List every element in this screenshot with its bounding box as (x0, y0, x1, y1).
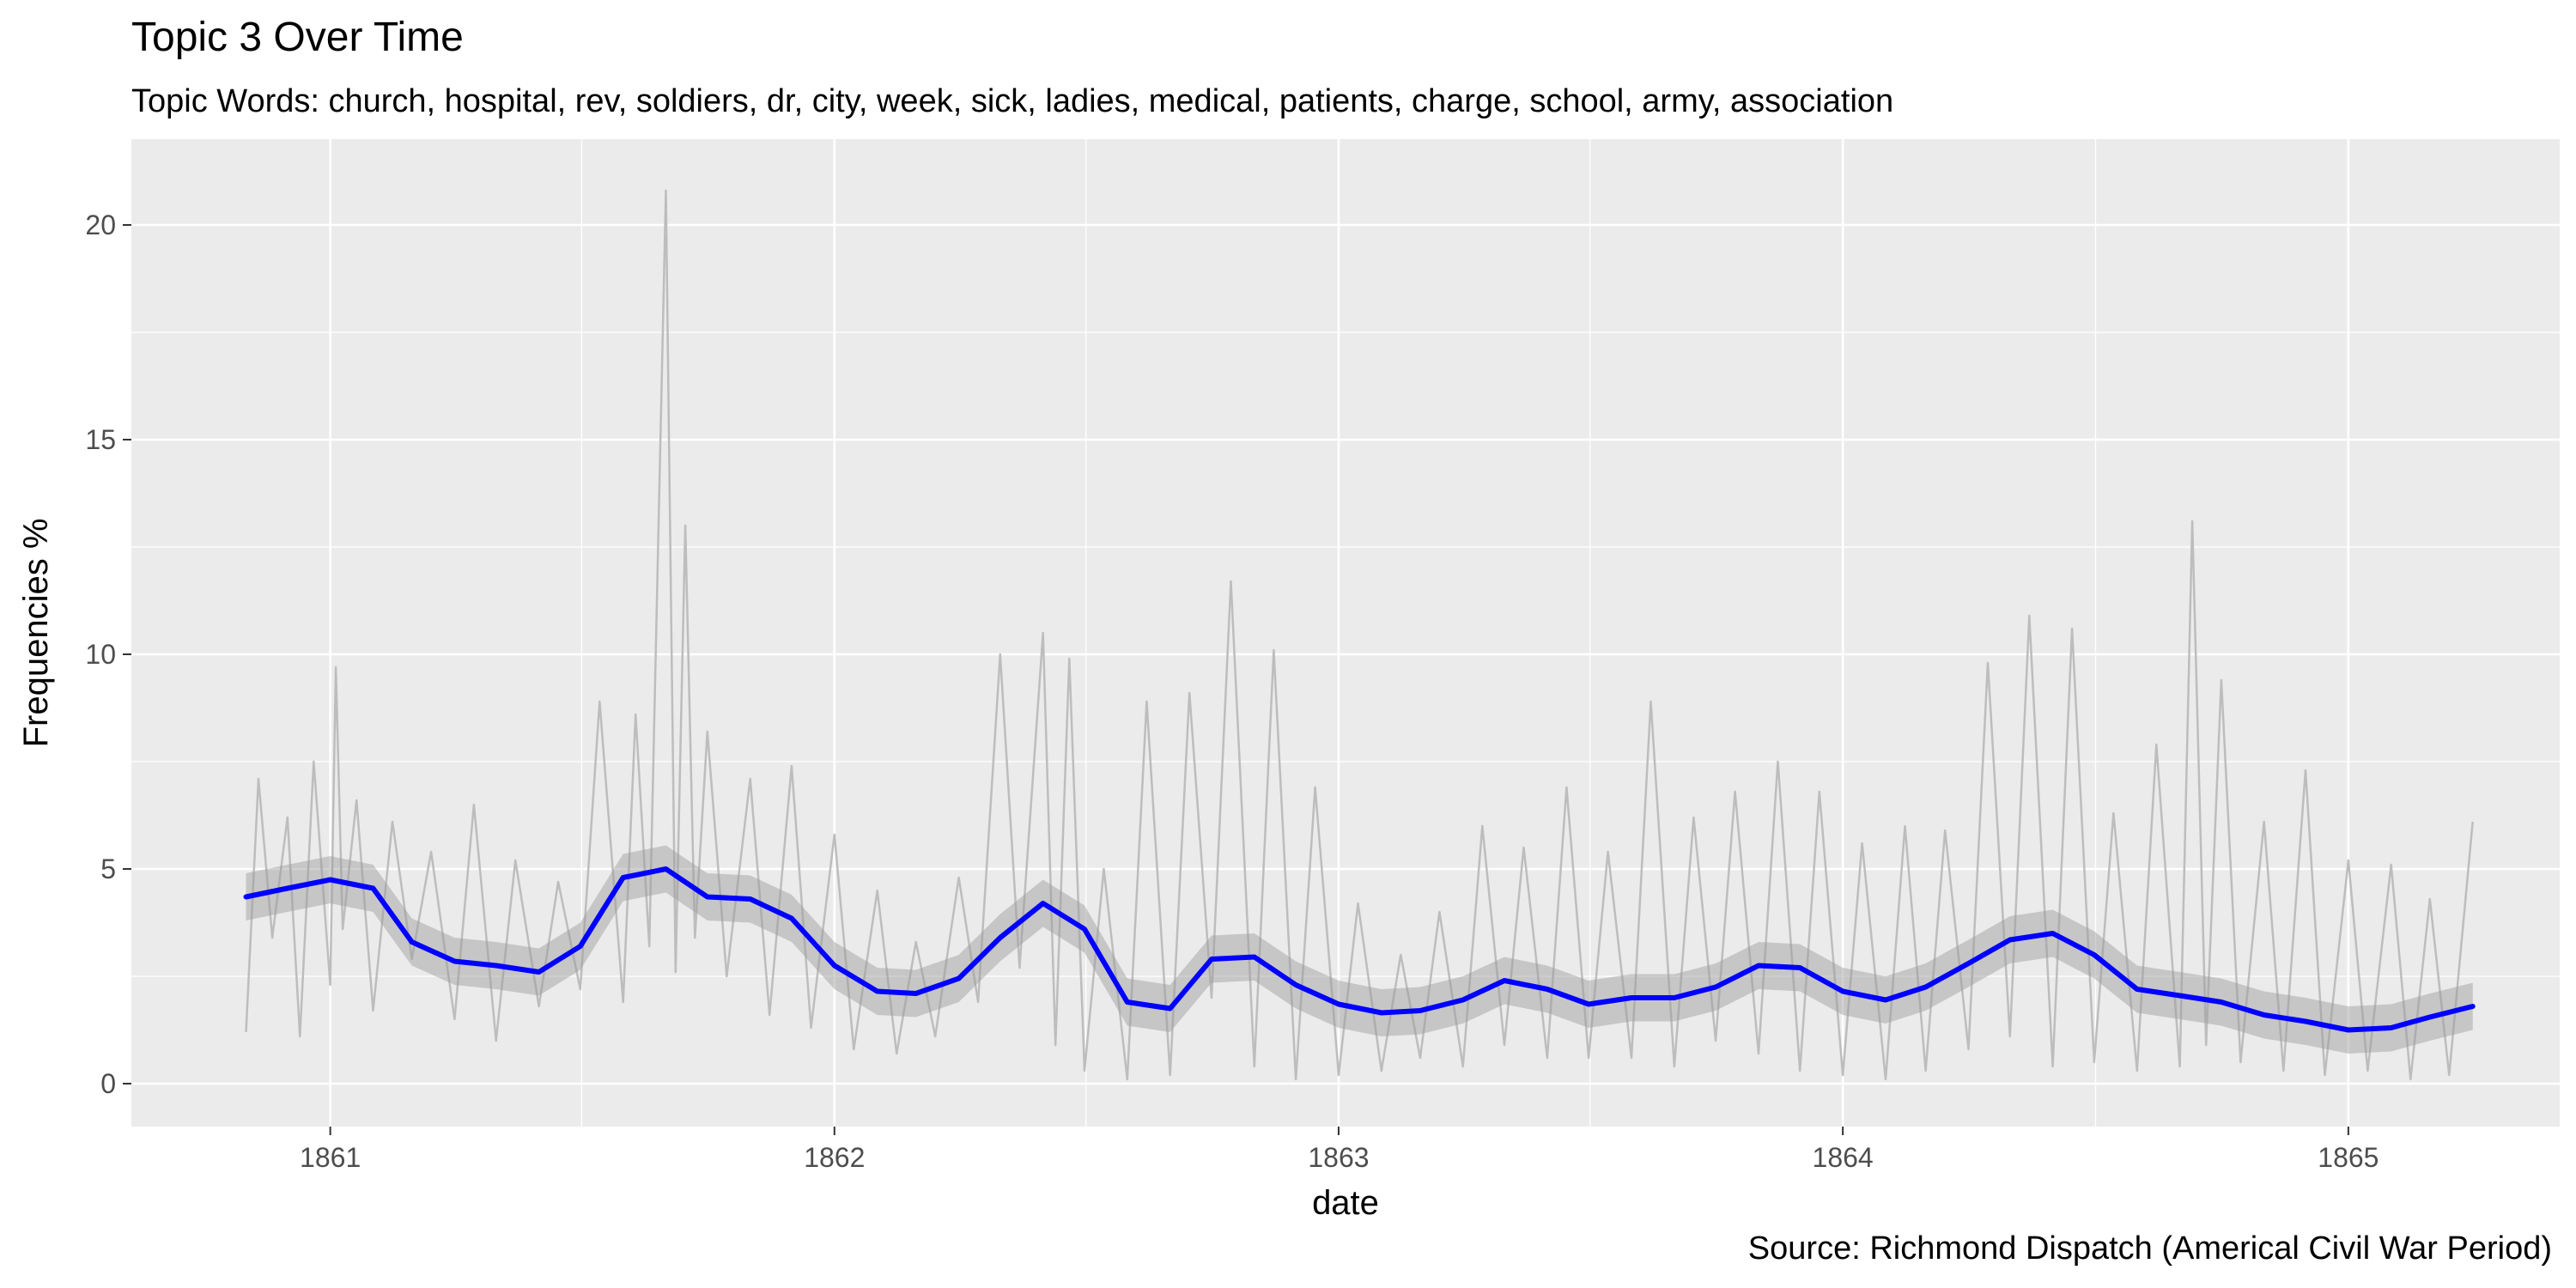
raw-series-layer (245, 189, 2474, 1081)
raw-frequency-line (245, 189, 2474, 1081)
y-tick-label: 0 (100, 1068, 116, 1099)
chart-subtitle: Topic Words: church, hospital, rev, sold… (131, 83, 1894, 119)
x-tick-label: 1862 (804, 1142, 865, 1173)
x-axis: 1861 1862 1863 1864 1865 (300, 1127, 2379, 1173)
confidence-band (246, 845, 2473, 1054)
y-axis-title: Frequencies % (17, 519, 55, 748)
smooth-series-layer (243, 866, 2476, 1033)
x-tick-label: 1865 (2318, 1142, 2379, 1173)
y-tick-label: 5 (100, 854, 116, 884)
y-axis: 0 5 10 15 20 (85, 210, 131, 1099)
y-tick-label: 20 (85, 210, 116, 240)
chart-caption: Source: Richmond Dispatch (Americal Civi… (1747, 1230, 2552, 1267)
confidence-band-layer (246, 845, 2473, 1054)
y-tick-label: 10 (85, 639, 116, 670)
x-tick-label: 1863 (1308, 1142, 1369, 1173)
chart-title: Topic 3 Over Time (131, 15, 464, 60)
x-tick-label: 1861 (300, 1142, 361, 1173)
plot-panel (131, 139, 2560, 1127)
smoothed-trend-line (243, 866, 2476, 1033)
x-tick-label: 1864 (1813, 1142, 1874, 1173)
x-axis-title: date (1312, 1184, 1379, 1222)
y-tick-label: 15 (85, 424, 116, 455)
